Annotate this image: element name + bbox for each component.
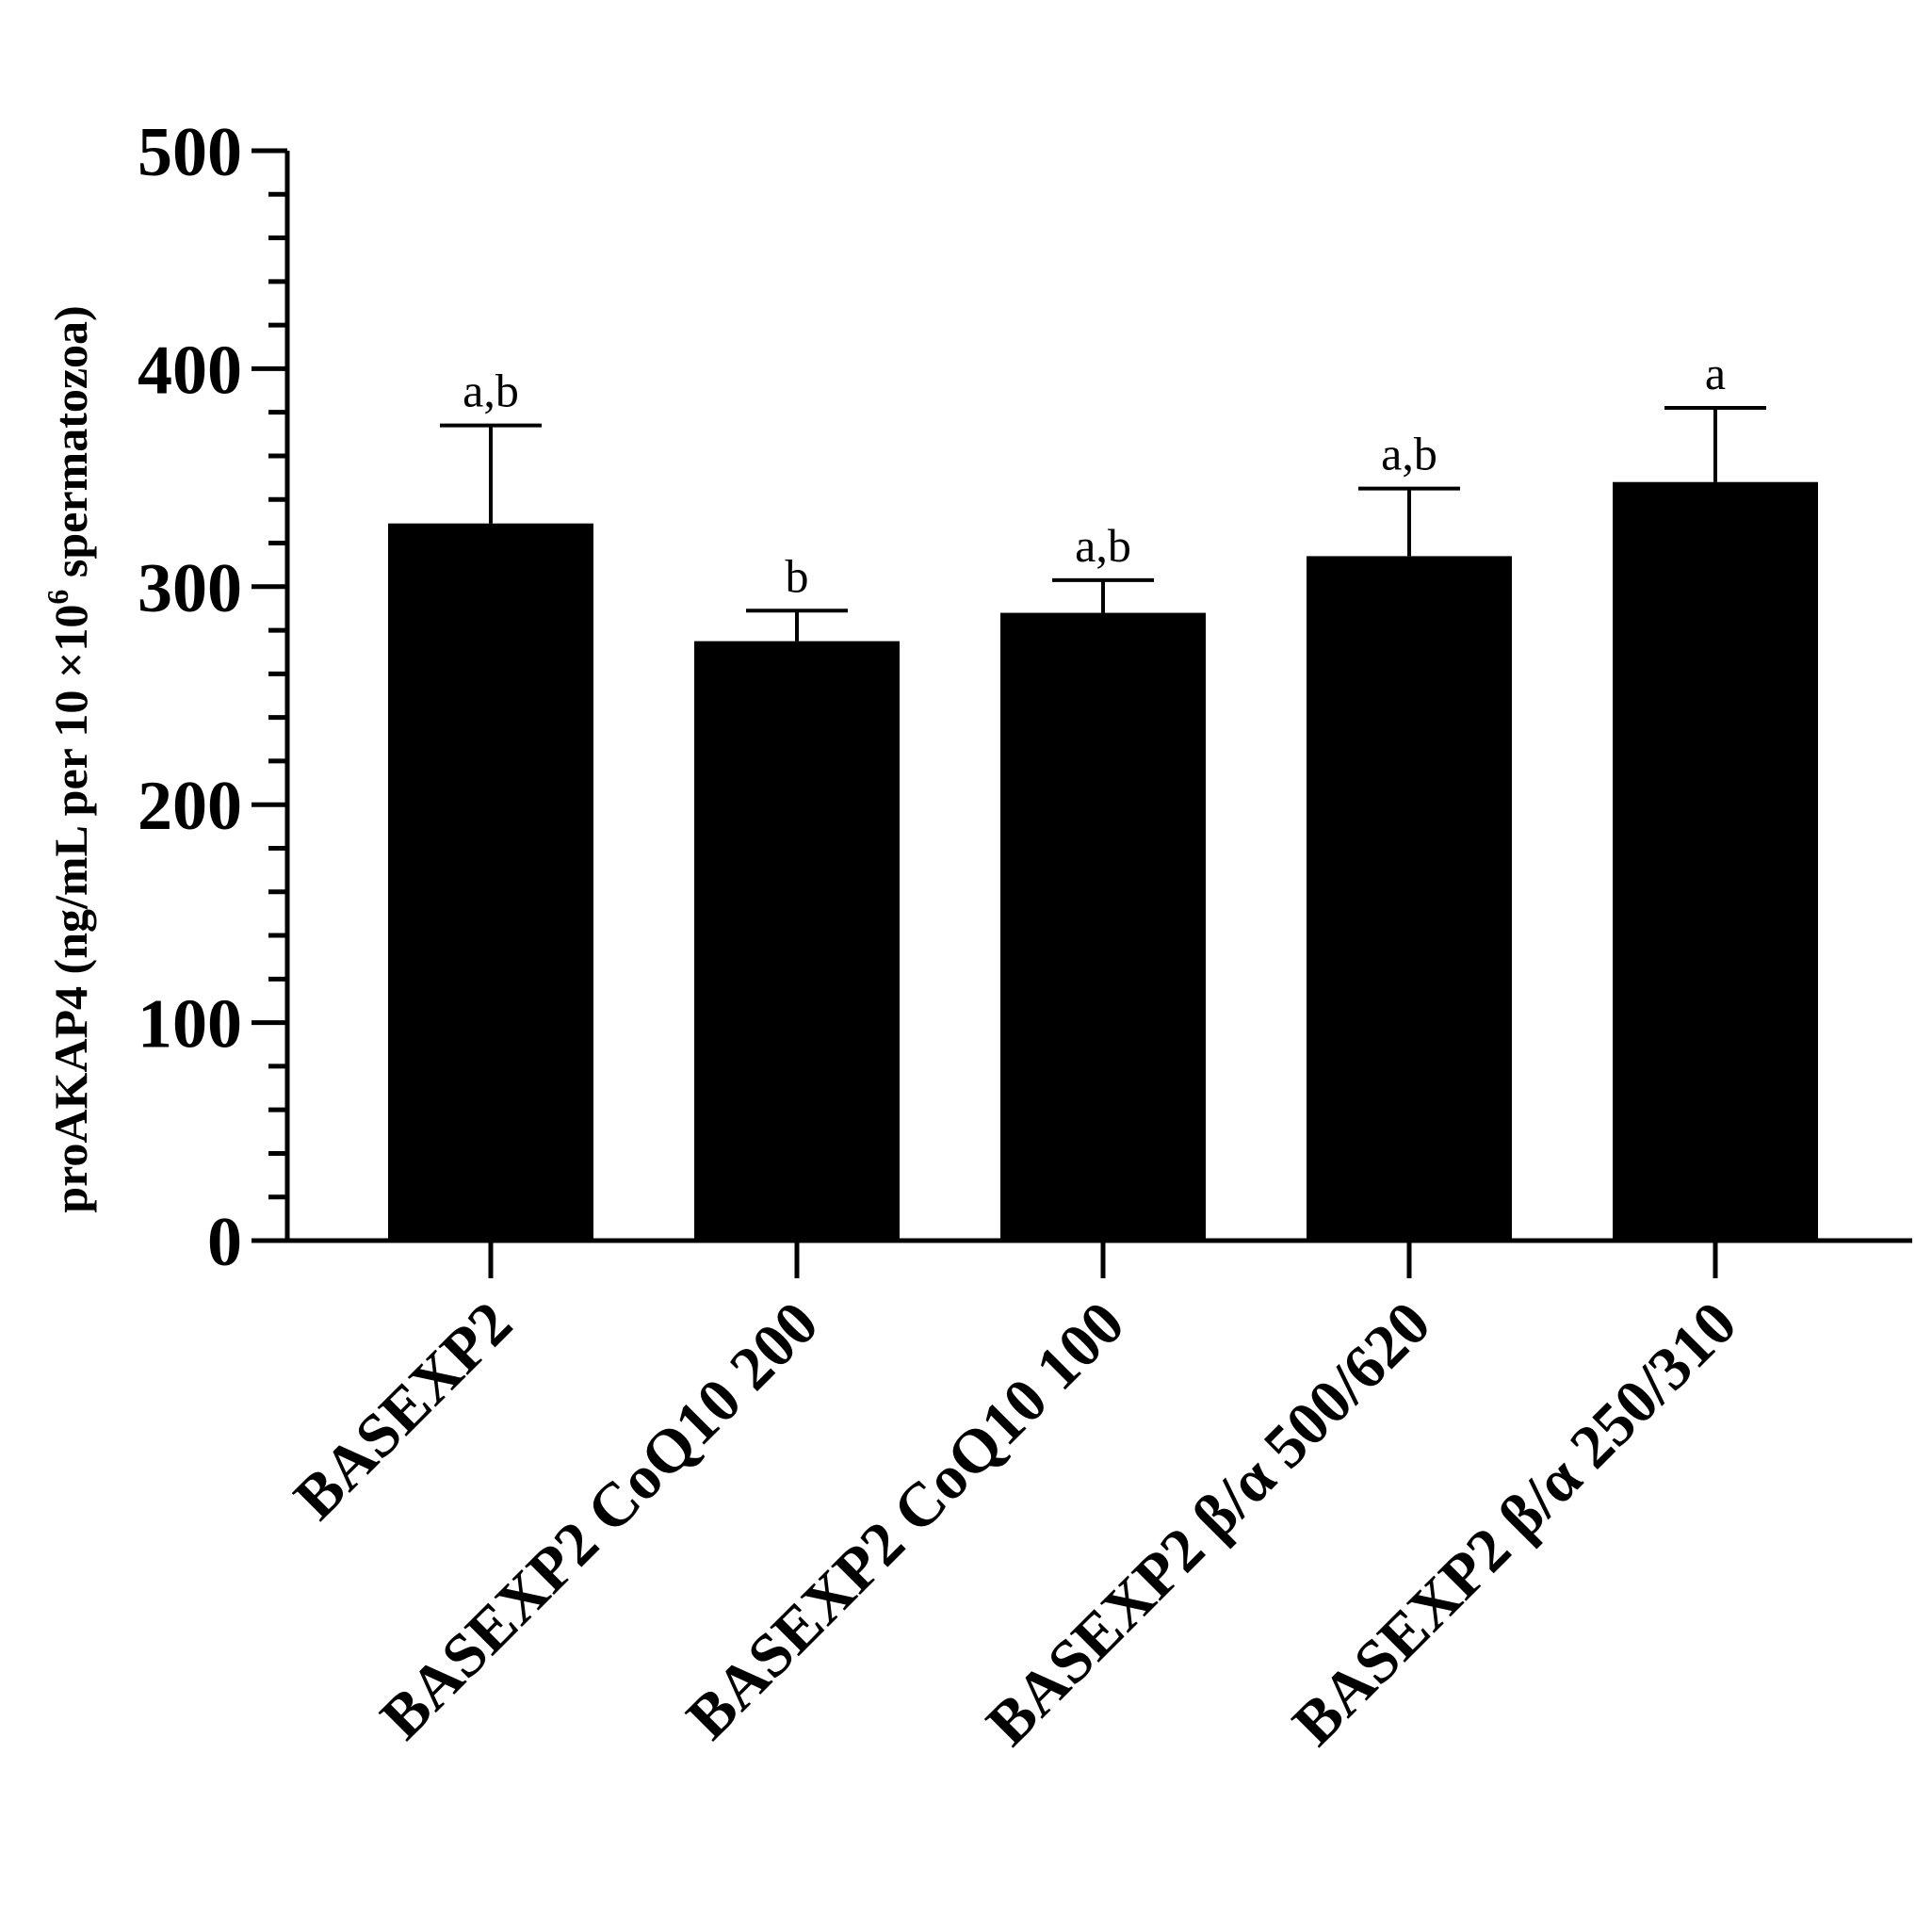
- significance-label: a,b: [1381, 428, 1437, 480]
- y-axis-label-main: proAKAP4 (ng/mL per 10 ×10: [44, 605, 97, 1213]
- significance-label: a,b: [1075, 519, 1131, 572]
- y-tick-label: 400: [138, 332, 242, 409]
- x-tick-label: BASEXP2: [282, 1289, 526, 1533]
- bar: [1000, 612, 1206, 1241]
- bar: [694, 641, 900, 1241]
- y-axis-label: proAKAP4 (ng/mL per 10 ×106 spermatozoa): [41, 305, 97, 1212]
- y-tick-label: 300: [138, 550, 242, 627]
- significance-label: a: [1705, 347, 1726, 399]
- bar: [1613, 481, 1818, 1241]
- y-axis-label-superscript: 6: [41, 590, 74, 605]
- significance-label: a,b: [463, 365, 519, 417]
- y-tick-label: 500: [138, 114, 242, 191]
- bar: [1307, 556, 1512, 1241]
- y-tick-label: 100: [138, 986, 242, 1063]
- y-axis-label-tail: spermatozoa): [44, 305, 97, 589]
- y-tick-label: 0: [207, 1204, 242, 1281]
- y-tick-label: 200: [138, 768, 242, 845]
- significance-label: b: [786, 549, 809, 602]
- bar: [388, 523, 593, 1241]
